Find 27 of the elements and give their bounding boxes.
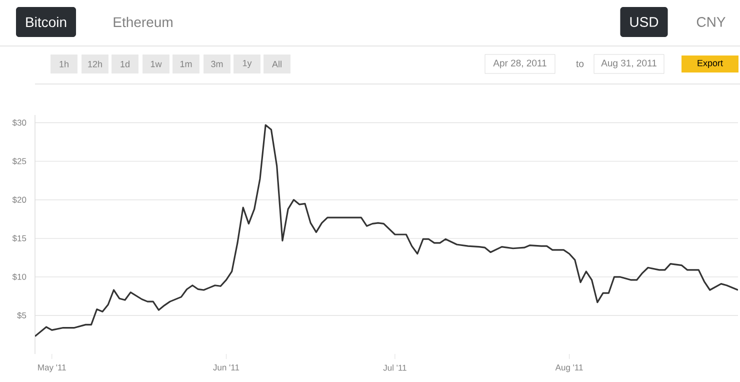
text: 1d [120, 60, 130, 68]
y-tick-label: $5 [17, 312, 26, 319]
text: 1w [150, 60, 162, 68]
y-tick-label: $20 [12, 196, 26, 204]
text: USD [630, 17, 658, 27]
text: All [272, 60, 282, 68]
text: 1y [242, 60, 252, 68]
text: 1m [180, 60, 192, 68]
text: Ethereum [114, 16, 172, 28]
y-tick-label: $30 [12, 119, 26, 126]
y-tick-label: $10 [12, 273, 26, 280]
text: Export [698, 60, 723, 68]
x-tick-label: Aug '11 [555, 364, 583, 372]
text: Bitcoin [26, 16, 66, 28]
text: Aug 31, 2011 [601, 60, 656, 68]
y-tick-label: $15 [12, 234, 26, 242]
line-series [35, 124, 738, 338]
text: 3m [211, 60, 223, 68]
text: 1h [60, 60, 68, 68]
x-tick-label: May '11 [38, 364, 66, 372]
y-tick-label: $25 [12, 158, 26, 165]
x-tick-label: Jul '11 [383, 364, 406, 371]
text: 12h [88, 60, 102, 68]
text: CNY [696, 17, 726, 27]
text: to [576, 60, 584, 68]
text: Apr 28, 2011 [493, 60, 546, 68]
x-tick-label: Jun '11 [213, 364, 240, 370]
